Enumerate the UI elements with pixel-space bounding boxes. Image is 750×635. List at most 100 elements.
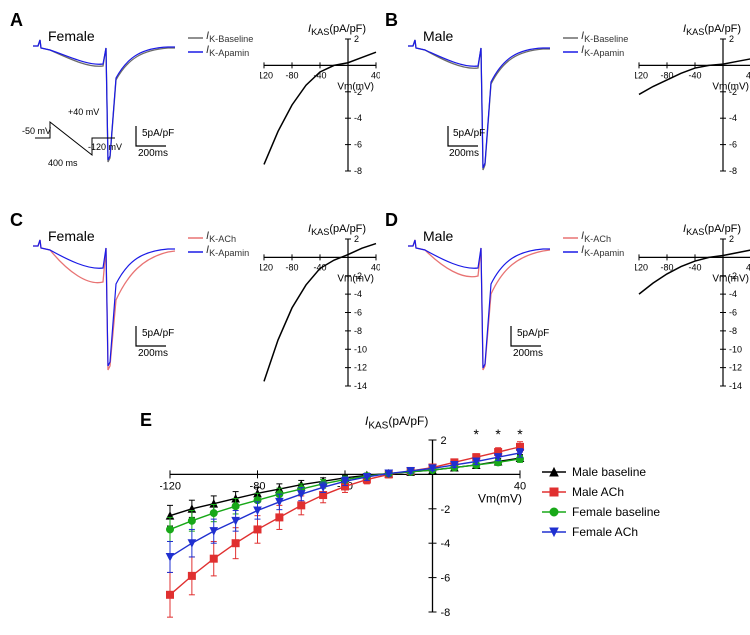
panel-a-scale-x: 200ms [138,148,168,159]
svg-text:40: 40 [371,70,380,80]
panel-a-leg2: IK-Apamin [206,44,249,58]
svg-text:-80: -80 [285,262,298,272]
svg-text:-8: -8 [354,166,362,175]
svg-text:*: * [495,426,501,442]
panel-c: C Female 5pA/pF 200ms IK-ACh IK-Apamin I… [10,210,380,405]
panel-d-leg1: IK-ACh [581,230,611,244]
iv-a-ylab: IKAS(pA/pF) [308,23,366,37]
svg-text:-4: -4 [729,113,737,123]
svg-text:-2: -2 [441,504,451,516]
panel-c-legend-swatch [188,232,206,258]
svg-text:Vm(mV): Vm(mV) [712,273,749,284]
panel-b-leg2: IK-Apamin [581,44,624,58]
svg-text:-10: -10 [729,344,742,354]
panel-b-scale-x: 200ms [449,148,479,159]
svg-text:-120: -120 [635,262,648,272]
panel-c-leg2: IK-Apamin [206,244,249,258]
panel-letter-b: B [385,10,398,31]
panel-d-iv: IKAS(pA/pF) -120-80-4040-14-12-10-8-6-4-… [635,225,750,390]
panel-b: B Male 5pA/pF 200ms IK-Baseline IK-Apami… [385,10,750,205]
svg-text:-4: -4 [354,289,362,299]
svg-text:-6: -6 [354,308,362,318]
svg-text:Vm(mV): Vm(mV) [712,81,749,92]
panel-c-scale-y: 5pA/pF [142,328,174,339]
proto-right: -120 mV [88,142,122,152]
panel-a: A Female 5pA/pF 200ms +40 mV -50 mV -120… [10,10,380,205]
svg-text:Vm(mV): Vm(mV) [337,273,374,284]
proto-bot: 400 ms [48,158,78,168]
svg-text:-8: -8 [729,166,737,175]
svg-text:-40: -40 [688,262,701,272]
iv-d-ylab: IKAS(pA/pF) [683,223,741,237]
panel-e-legend: Male baseline Male ACh Female baseline Fema… [540,460,700,555]
svg-text:40: 40 [746,262,750,272]
panel-e-svg: -120-80-4040-8-6-4-22Vm(mV)*** [160,422,530,622]
svg-text:-40: -40 [688,70,701,80]
iv-b-ylab: IKAS(pA/pF) [683,23,741,37]
svg-text:-80: -80 [285,70,298,80]
svg-text:Male baseline: Male baseline [572,465,646,479]
panel-b-leg1: IK-Baseline [581,30,628,44]
panel-c-iv: IKAS(pA/pF) -120-80-4040-14-12-10-8-6-4-… [260,225,380,390]
panel-d-leg2: IK-Apamin [581,244,624,258]
panel-d: D Male 5pA/pF 200ms IK-ACh IK-Apamin IKA… [385,210,750,405]
svg-text:Vm(mV): Vm(mV) [478,491,522,505]
svg-text:40: 40 [371,262,380,272]
svg-text:-4: -4 [441,538,451,550]
svg-text:*: * [517,426,523,442]
svg-text:Female baseline: Female baseline [572,505,660,519]
svg-text:-10: -10 [354,344,367,354]
panel-a-iv: IKAS(pA/pF) -120-80-4040-8-6-4-22Vm(mV) [260,25,380,175]
svg-text:Female ACh: Female ACh [572,525,638,539]
svg-text:-8: -8 [354,326,362,336]
panel-letter-c: C [10,210,23,231]
panel-c-leg1: IK-ACh [206,230,236,244]
iv-a-svg: -120-80-4040-8-6-4-22Vm(mV) [260,25,380,175]
svg-text:-6: -6 [729,308,737,318]
iv-b-svg: -120-80-4040-8-6-4-22Vm(mV) [635,25,750,175]
svg-text:-14: -14 [354,381,367,390]
svg-text:-4: -4 [354,113,362,123]
panel-b-iv: IKAS(pA/pF) -120-80-4040-8-6-4-22Vm(mV) [635,25,750,175]
panel-a-scale-y: 5pA/pF [142,128,174,139]
svg-text:-120: -120 [635,70,648,80]
panel-e: E IKAS(pA/pF) -120-80-4040-8-6-4-22Vm(mV… [140,410,740,625]
svg-text:-8: -8 [441,607,451,619]
svg-text:*: * [474,426,480,442]
panel-a-leg1: IK-Baseline [206,30,253,44]
svg-text:-80: -80 [660,70,673,80]
proto-top: +40 mV [68,107,99,117]
svg-text:-120: -120 [260,70,273,80]
panel-b-scale-y: 5pA/pF [453,128,485,139]
legend-e-svg: Male baseline Male ACh Female baseline Fema… [540,460,700,550]
iv-d-svg: -120-80-4040-14-12-10-8-6-4-22Vm(mV) [635,225,750,390]
svg-text:-12: -12 [354,363,367,373]
panel-b-trace [403,18,563,178]
panel-c-scale-x: 200ms [138,348,168,359]
svg-text:-120: -120 [260,262,273,272]
panel-d-scale-y: 5pA/pF [517,328,549,339]
svg-text:-120: -120 [160,480,181,492]
panel-d-scale-x: 200ms [513,348,543,359]
figure-root: A Female 5pA/pF 200ms +40 mV -50 mV -120… [10,10,740,625]
svg-text:-8: -8 [729,326,737,336]
svg-text:-6: -6 [729,140,737,150]
svg-text:-12: -12 [729,363,742,373]
iv-c-svg: -120-80-4040-14-12-10-8-6-4-22Vm(mV) [260,225,380,390]
svg-text:-14: -14 [729,381,742,390]
svg-text:-4: -4 [729,289,737,299]
panel-a-legend-swatch [188,32,206,58]
panel-letter-d: D [385,210,398,231]
panel-letter-a: A [10,10,23,31]
svg-text:-6: -6 [441,573,451,585]
panel-letter-e: E [140,410,152,431]
svg-text:Male ACh: Male ACh [572,485,624,499]
panel-b-legend-swatch [563,32,581,58]
panel-d-legend-swatch [563,232,581,258]
protocol-inset [30,110,120,165]
svg-text:-6: -6 [354,140,362,150]
iv-c-ylab: IKAS(pA/pF) [308,223,366,237]
svg-text:-40: -40 [313,262,326,272]
svg-text:Vm(mV): Vm(mV) [337,81,374,92]
svg-text:40: 40 [746,70,750,80]
